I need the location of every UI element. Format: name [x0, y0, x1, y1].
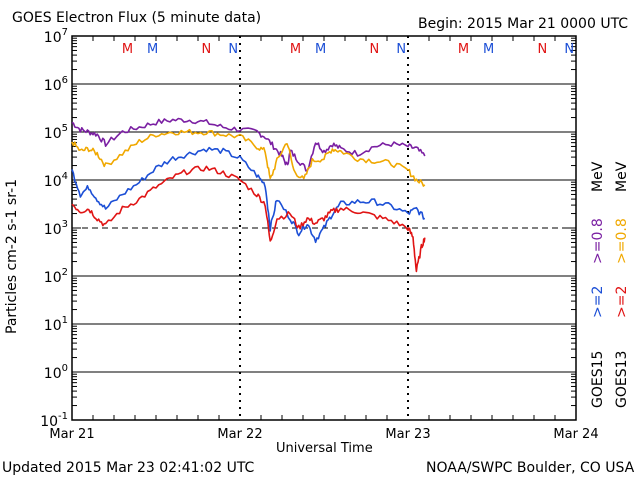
legend-goes15-ge08: >=0.8: [590, 218, 606, 264]
orbit-marker: M: [147, 42, 158, 57]
y-tick-label: 100: [44, 363, 68, 382]
orbit-marker: N: [228, 42, 238, 57]
credit-text: NOAA/SWPC Boulder, CO USA: [426, 460, 635, 476]
series-line: [71, 165, 426, 273]
orbit-marker: N: [202, 42, 212, 57]
legend-mev-1-text: MeV: [590, 161, 606, 192]
y-tick-label: 10-1: [40, 411, 68, 430]
x-tick-label: Mar 22: [217, 427, 262, 442]
orbit-marker: M: [122, 42, 133, 57]
plot-frame: [71, 35, 577, 421]
orbit-marker: N: [396, 42, 406, 57]
legend-goes15-ge2-text: >=2: [590, 285, 606, 318]
y-tick-label: 107: [44, 27, 68, 46]
y-tick-label: 104: [44, 171, 68, 190]
y-tick-label: 101: [44, 315, 68, 334]
updated-timestamp: Updated 2015 Mar 23 02:41:02 UTC: [2, 460, 255, 476]
legend-goes13-ge08-text: >=0.8: [614, 218, 630, 264]
begin-timestamp: Begin: 2015 Mar 21 0000 UTC: [418, 16, 629, 32]
orbit-marker: N: [564, 42, 574, 57]
x-tick-label: Mar 23: [385, 427, 430, 442]
legend-goes13-text: GOES13: [614, 350, 630, 408]
orbit-marker: M: [458, 42, 469, 57]
y-tick-label: 102: [44, 267, 68, 286]
legend-goes15: GOES15: [590, 351, 606, 408]
x-axis-title: Universal Time: [276, 441, 373, 456]
y-axis-title: Particles cm-2 s-1 sr-1: [4, 179, 20, 334]
series-line: [71, 146, 426, 244]
orbit-marker: N: [370, 42, 380, 57]
x-tick-label: Mar 24: [553, 427, 598, 442]
legend-goes15-ge2: >=2: [590, 286, 606, 318]
legend-goes15-text: GOES15: [590, 350, 606, 408]
series-line: [71, 128, 426, 187]
legend-mev-2-text: MeV: [614, 161, 630, 192]
legend-goes15-ge08-text: >=0.8: [590, 218, 606, 264]
legend-goes13-ge08: >=0.8: [614, 218, 630, 264]
orbit-marker: N: [538, 42, 548, 57]
orbit-marker: M: [290, 42, 301, 57]
legend-goes13-ge2-text: >=2: [614, 285, 630, 318]
x-tick-label: Mar 21: [49, 427, 94, 442]
orbit-marker: M: [315, 42, 326, 57]
y-tick-label: 105: [44, 123, 68, 142]
y-axis-title-text: Particles cm-2 s-1 sr-1: [4, 178, 20, 334]
legend-mev-1: MeV: [590, 162, 606, 192]
series-line: [71, 117, 426, 172]
legend-goes13-ge2: >=2: [614, 286, 630, 318]
legend-goes13: GOES13: [614, 351, 630, 408]
orbit-marker: M: [483, 42, 494, 57]
y-tick-label: 106: [44, 75, 68, 94]
chart-title: GOES Electron Flux (5 minute data): [12, 10, 262, 26]
legend-mev-2: MeV: [614, 162, 630, 192]
y-tick-label: 103: [44, 219, 68, 238]
